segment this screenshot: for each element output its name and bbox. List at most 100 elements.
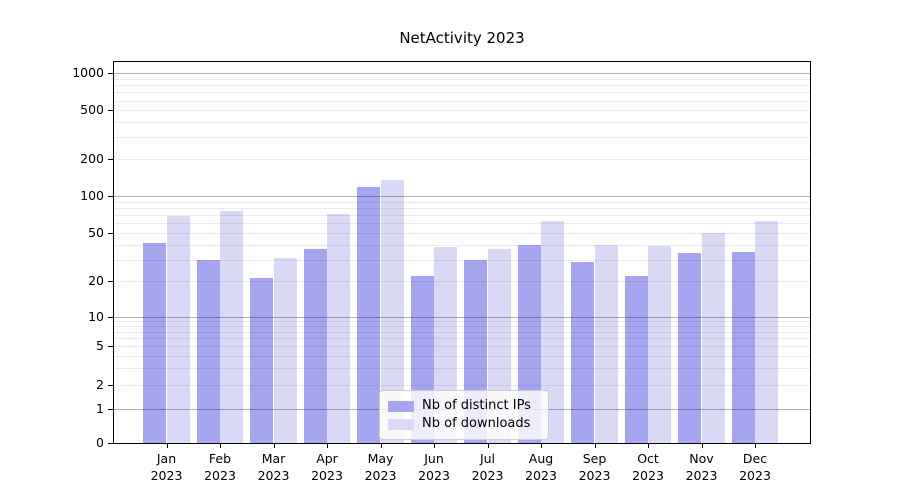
y-tick-label-1: 1	[96, 400, 104, 416]
x-tick-label-apr: Apr 2023	[311, 451, 343, 483]
x-tick-mark-apr	[327, 444, 328, 448]
x-tick-label-dec: Dec 2023	[739, 451, 771, 483]
x-tick-mark-mar	[273, 444, 275, 448]
legend-entry-distinct-ips: Nb of distinct IPs	[388, 397, 539, 415]
minor-gridline-8	[114, 326, 810, 328]
minor-gridline-40	[114, 244, 810, 246]
x-tick-mark-jun	[434, 444, 435, 448]
minor-gridline-600	[114, 100, 810, 102]
x-tick-mark-jul	[487, 444, 489, 448]
legend-label-downloads: Nb of downloads	[422, 416, 531, 431]
legend-label-distinct-ips: Nb of distinct IPs	[422, 398, 531, 413]
y-tick-mark-0	[108, 443, 113, 444]
x-tick-mark-dec	[755, 444, 756, 448]
y-tick-label-500: 500	[80, 102, 104, 118]
y-tick-mark-100	[108, 196, 113, 197]
bar-distinct-ips-feb	[196, 259, 220, 443]
minor-gridline-500	[114, 110, 810, 112]
bar-distinct-ips-oct	[624, 276, 648, 443]
y-tick-label-20: 20	[88, 273, 104, 288]
bar-distinct-ips-dec	[731, 251, 755, 443]
bar-downloads-mar	[273, 258, 297, 443]
legend-swatch-downloads	[388, 418, 414, 430]
x-tick-label-jan: Jan 2023	[150, 451, 183, 483]
bar-downloads-apr	[327, 213, 351, 443]
y-tick-label-0: 0	[96, 435, 104, 450]
bar-distinct-ips-mar	[250, 278, 274, 443]
minor-gridline-200	[114, 159, 810, 160]
bar-downloads-may	[380, 179, 404, 443]
major-gridline-100	[114, 196, 810, 197]
x-tick-label-nov: Nov 2023	[685, 451, 718, 483]
minor-gridline-3	[114, 367, 810, 369]
x-tick-label-mar: Mar 2023	[257, 451, 290, 483]
y-tick-label-100: 100	[80, 188, 104, 203]
y-tick-mark-200	[108, 159, 113, 160]
y-tick-mark-5	[108, 346, 113, 347]
x-tick-label-jun: Jun 2023	[418, 451, 450, 483]
x-tick-mark-aug	[541, 444, 542, 448]
minor-gridline-300	[114, 137, 810, 139]
y-tick-label-2: 2	[96, 377, 104, 393]
x-tick-label-aug: Aug 2023	[525, 451, 557, 483]
minor-gridline-4	[114, 355, 810, 357]
y-tick-label-50: 50	[88, 225, 104, 240]
minor-gridline-80	[114, 207, 810, 209]
minor-gridline-70	[114, 215, 810, 217]
minor-gridline-50	[114, 233, 810, 234]
legend-entry-downloads: Nb of downloads	[388, 415, 539, 433]
x-tick-label-may: May 2023	[364, 451, 397, 483]
bar-downloads-jan	[166, 215, 190, 443]
minor-gridline-7	[114, 331, 810, 333]
x-tick-mark-may	[380, 444, 382, 448]
bar-downloads-nov	[701, 233, 725, 443]
bar-distinct-ips-sep	[571, 261, 595, 443]
x-tick-label-jul: Jul 2023	[471, 451, 504, 483]
y-tick-mark-2	[108, 385, 113, 387]
minor-gridline-90	[114, 201, 810, 203]
chart-title: NetActivity 2023	[399, 29, 525, 47]
x-tick-mark-oct	[648, 444, 649, 448]
x-tick-label-sep: Sep 2023	[578, 451, 611, 483]
minor-gridline-2	[114, 385, 810, 387]
bar-distinct-ips-jan	[143, 243, 167, 443]
legend-swatch-distinct-ips	[388, 400, 414, 412]
bar-downloads-dec	[755, 220, 779, 443]
y-tick-label-200: 200	[80, 151, 104, 166]
y-tick-mark-500	[108, 110, 113, 112]
y-tick-label-1000: 1000	[72, 65, 104, 81]
x-tick-mark-feb	[220, 444, 221, 448]
major-gridline-10	[114, 316, 810, 318]
minor-gridline-400	[114, 122, 810, 124]
bar-distinct-ips-may	[357, 187, 381, 443]
x-tick-label-oct: Oct 2023	[632, 451, 664, 483]
minor-gridline-30	[114, 259, 810, 261]
y-tick-mark-1	[108, 408, 113, 410]
y-tick-mark-20	[108, 281, 113, 282]
y-tick-mark-10	[108, 316, 113, 318]
minor-gridline-60	[114, 223, 810, 225]
x-tick-label-feb: Feb 2023	[204, 451, 236, 483]
bar-distinct-ips-nov	[678, 253, 702, 443]
bar-downloads-aug	[541, 220, 565, 443]
minor-gridline-20	[114, 281, 810, 282]
bar-downloads-feb	[220, 211, 244, 443]
y-tick-label-10: 10	[88, 308, 104, 324]
minor-gridline-800	[114, 85, 810, 87]
major-gridline-1000	[114, 73, 810, 75]
x-tick-mark-nov	[701, 444, 703, 448]
bar-downloads-sep	[594, 244, 618, 443]
x-tick-mark-jan	[166, 444, 168, 448]
minor-gridline-6	[114, 338, 810, 340]
y-tick-mark-50	[108, 233, 113, 234]
bar-distinct-ips-apr	[303, 248, 327, 443]
bar-downloads-oct	[648, 246, 672, 443]
y-tick-mark-1000	[108, 73, 113, 75]
minor-gridline-900	[114, 78, 810, 80]
plot-area: Nb of distinct IPs Nb of downloads	[113, 61, 811, 444]
x-tick-mark-sep	[594, 444, 596, 448]
legend: Nb of distinct IPs Nb of downloads	[379, 390, 549, 440]
minor-gridline-700	[114, 92, 810, 94]
minor-gridline-9	[114, 321, 810, 323]
